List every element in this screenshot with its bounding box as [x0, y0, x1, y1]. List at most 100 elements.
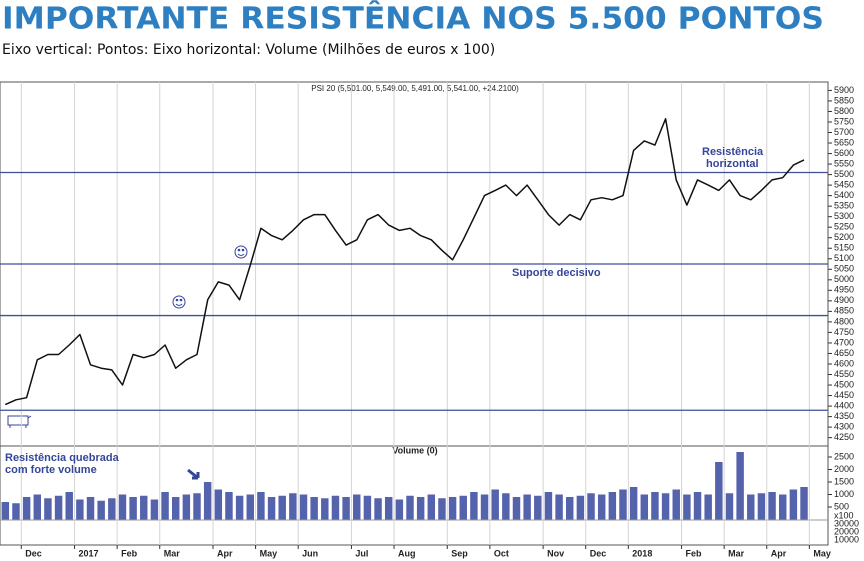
- y-tick-label: 4250: [834, 432, 854, 442]
- volume-bar: [768, 492, 776, 520]
- volume-bar: [203, 482, 212, 520]
- volume-bar: [289, 493, 297, 520]
- y-tick-label: 5350: [834, 201, 854, 211]
- volume-bar: [65, 492, 73, 520]
- y-tick-label: 4700: [834, 337, 854, 347]
- volume-bar: [448, 497, 457, 520]
- volume-bar: [22, 497, 31, 520]
- volume-bar: [54, 495, 63, 520]
- volume-bar: [523, 494, 531, 520]
- volume-bar: [597, 494, 606, 520]
- volume-bar: [395, 499, 404, 520]
- y-tick-label: 4800: [834, 316, 854, 326]
- volume-bar: [715, 462, 723, 520]
- volume-bar: [129, 497, 137, 520]
- volume-bar: [587, 493, 595, 520]
- volume-bar: [438, 498, 446, 520]
- y-tick-label: 5550: [834, 158, 854, 168]
- volume-bar: [118, 494, 127, 520]
- volume-bar: [97, 500, 105, 520]
- x-tick-label: Dec: [590, 548, 607, 558]
- y-tick-label: 1500: [834, 476, 854, 486]
- volume-title: Volume (0): [392, 445, 437, 455]
- y-tick-label: 5050: [834, 264, 854, 274]
- volume-bar: [363, 495, 372, 520]
- y-tick-label: 4650: [834, 348, 854, 358]
- volume-bar: [299, 494, 308, 520]
- x-tick-label: Mar: [164, 548, 181, 558]
- x-tick-label: Mar: [728, 548, 745, 558]
- y-tick-label: 5650: [834, 137, 854, 147]
- sub-panel-label: 30000: [834, 518, 859, 528]
- x-tick-label: 2018: [632, 548, 652, 558]
- volume-bar: [86, 497, 95, 520]
- y-tick-label: 4450: [834, 390, 854, 400]
- volume-bar: [672, 489, 680, 520]
- volume-bar: [140, 495, 148, 520]
- y-tick-label: 5150: [834, 243, 854, 253]
- volume-bar: [44, 498, 52, 520]
- x-tick-label: Sep: [451, 548, 468, 558]
- volume-bar: [1, 502, 10, 520]
- volume-bar: [789, 489, 798, 520]
- y-tick-label: 4850: [834, 306, 854, 316]
- volume-bar: [214, 489, 223, 520]
- y-tick-label: 2500: [834, 451, 854, 461]
- volume-bar: [502, 493, 510, 520]
- volume-bar: [416, 497, 425, 520]
- y-tick-label: 4550: [834, 369, 854, 379]
- volume-bar: [800, 487, 808, 520]
- y-tick-label: 5450: [834, 179, 854, 189]
- sub-panel-label: 10000: [834, 534, 859, 544]
- x-tick-label: May: [260, 548, 278, 558]
- y-tick-label: 5250: [834, 222, 854, 232]
- y-tick-label: 5700: [834, 127, 854, 137]
- volume-bar: [384, 497, 393, 520]
- y-tick-label: 5200: [834, 232, 854, 242]
- sub-panel-label: x100: [834, 510, 854, 520]
- volume-bar: [629, 487, 638, 520]
- volume-bar: [459, 495, 467, 520]
- y-tick-label: 2000: [834, 464, 854, 474]
- volume-bar: [725, 493, 734, 520]
- volume-bar: [747, 494, 755, 520]
- volume-bar: [193, 493, 201, 520]
- x-tick-label: Feb: [121, 548, 138, 558]
- price-line: [4, 118, 805, 406]
- bull-icon: [7, 415, 32, 428]
- volume-bar: [576, 495, 585, 520]
- chart-title: IMPORTANTE RESISTÊNCIA NOS 5.500 PONTOS: [2, 1, 824, 37]
- x-tick-label: 2017: [79, 548, 99, 558]
- x-tick-label: Apr: [771, 548, 787, 558]
- volume-bar: [491, 489, 499, 520]
- volume-bar: [555, 494, 563, 520]
- volume-bar: [704, 494, 712, 520]
- volume-bar: [182, 494, 191, 520]
- volume-bar: [342, 497, 350, 520]
- x-tick-label: Feb: [686, 548, 703, 558]
- y-tick-label: 5100: [834, 253, 854, 263]
- annotation: Suporte decisivo: [512, 267, 601, 279]
- volume-bar: [757, 493, 766, 520]
- volume-bar: [544, 492, 553, 520]
- volume-bar: [12, 503, 20, 520]
- volume-bar: [470, 492, 478, 520]
- volume-bar: [693, 492, 702, 520]
- y-tick-label: 4400: [834, 400, 854, 410]
- volume-bar: [566, 497, 574, 520]
- annotation: com forte volume: [5, 464, 97, 476]
- volume-bar: [661, 493, 670, 520]
- sub-panel-label: 20000: [834, 526, 859, 536]
- x-tick-label: Oct: [494, 548, 509, 558]
- volume-bar: [406, 495, 414, 520]
- volume-bar: [278, 495, 286, 520]
- y-tick-label: 5800: [834, 106, 854, 116]
- volume-bar: [480, 494, 489, 520]
- volume-bar: [427, 494, 436, 520]
- volume-bar: [161, 492, 169, 520]
- x-tick-label: Dec: [25, 548, 42, 558]
- volume-bar: [331, 495, 340, 520]
- y-tick-label: 5500: [834, 169, 854, 179]
